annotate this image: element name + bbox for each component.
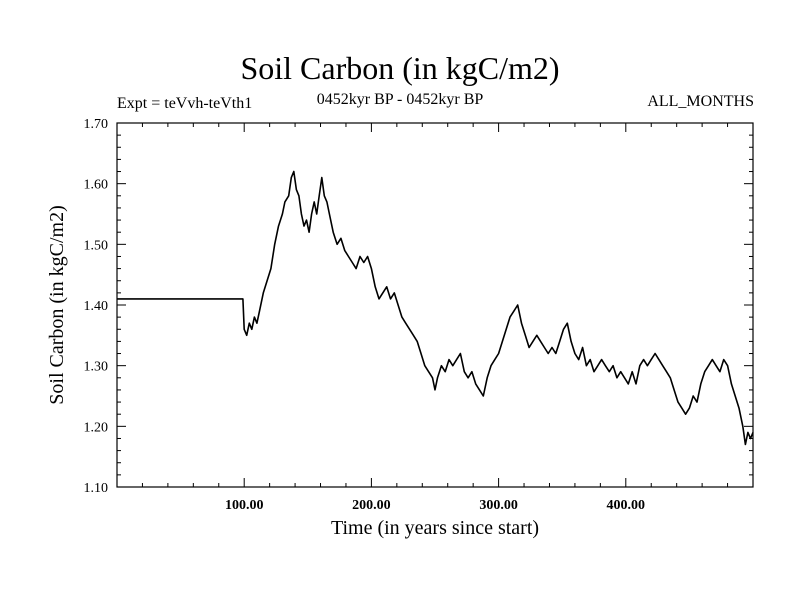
chart-period: 0452kyr BP - 0452kyr BP <box>316 91 484 108</box>
x-axis-label: Time (in years since start) <box>331 517 539 539</box>
series-group <box>117 170 754 446</box>
x-tick-label: 400.00 <box>607 498 646 513</box>
plot-frame <box>116 122 754 488</box>
y-tick-label: 1.40 <box>84 299 109 314</box>
y-tick-label: 1.10 <box>84 481 109 496</box>
chart-title: Soil Carbon (in kgC/m2) <box>240 50 560 86</box>
axis-ticks: 1.10 1.20 1.30 1.40 1.50 1.60 1.70 100.00 200.00… <box>84 117 753 513</box>
x-tick-label: 200.00 <box>352 498 391 513</box>
x-tick-label: 100.00 <box>225 498 264 513</box>
y-tick-label: 1.70 <box>84 117 109 132</box>
y-tick-label: 1.50 <box>84 238 109 253</box>
x-tick-label: 300.00 <box>479 498 518 513</box>
months-label: ALL_MONTHS <box>647 93 754 110</box>
y-tick-label: 1.30 <box>84 360 109 375</box>
experiment-label: Expt = teVvh-teVth1 <box>117 95 253 112</box>
y-tick-label: 1.60 <box>84 178 109 193</box>
y-tick-label: 1.20 <box>84 420 109 435</box>
series-line-1 <box>117 170 754 446</box>
y-axis-label: Soil Carbon (in kgC/m2) <box>46 205 68 404</box>
